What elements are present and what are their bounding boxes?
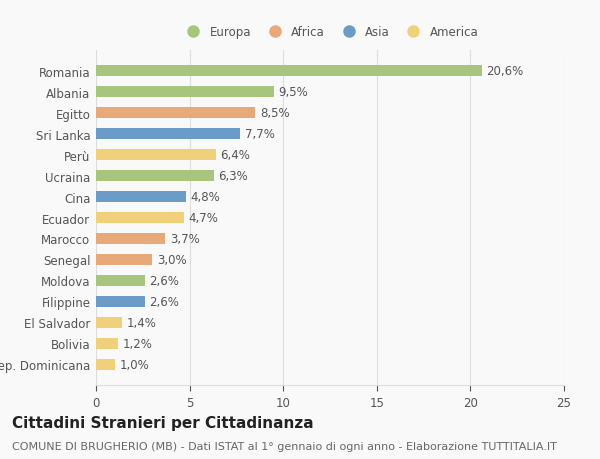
Bar (96, 359, 115, 370)
Bar (96, 129, 240, 140)
Text: 4,7%: 4,7% (188, 212, 218, 224)
Text: 6,3%: 6,3% (218, 170, 248, 183)
Text: 2,6%: 2,6% (149, 274, 179, 287)
Bar (96, 296, 145, 308)
Bar (96, 317, 122, 329)
Bar (96, 170, 214, 182)
Bar (96, 275, 145, 286)
Text: 7,7%: 7,7% (245, 128, 275, 141)
Text: 20,6%: 20,6% (487, 65, 524, 78)
Bar (96, 338, 118, 349)
Bar (96, 107, 255, 119)
Bar (96, 191, 186, 203)
Text: 8,5%: 8,5% (260, 107, 289, 120)
Text: 1,2%: 1,2% (123, 337, 153, 350)
Bar (96, 87, 274, 98)
Text: 6,4%: 6,4% (220, 149, 250, 162)
Bar (96, 66, 482, 77)
Text: 1,0%: 1,0% (119, 358, 149, 371)
Text: 2,6%: 2,6% (149, 295, 179, 308)
Text: 3,7%: 3,7% (170, 232, 200, 246)
Legend: Europa, Africa, Asia, America: Europa, Africa, Asia, America (179, 23, 481, 41)
Bar (96, 212, 184, 224)
Text: Cittadini Stranieri per Cittadinanza: Cittadini Stranieri per Cittadinanza (12, 415, 314, 431)
Bar (96, 150, 216, 161)
Text: 9,5%: 9,5% (278, 86, 308, 99)
Text: COMUNE DI BRUGHERIO (MB) - Dati ISTAT al 1° gennaio di ogni anno - Elaborazione : COMUNE DI BRUGHERIO (MB) - Dati ISTAT al… (12, 441, 557, 451)
Text: 1,4%: 1,4% (127, 316, 157, 329)
Bar (96, 233, 165, 245)
Bar (96, 254, 152, 266)
Text: 4,8%: 4,8% (191, 190, 220, 204)
Text: 3,0%: 3,0% (157, 253, 187, 266)
